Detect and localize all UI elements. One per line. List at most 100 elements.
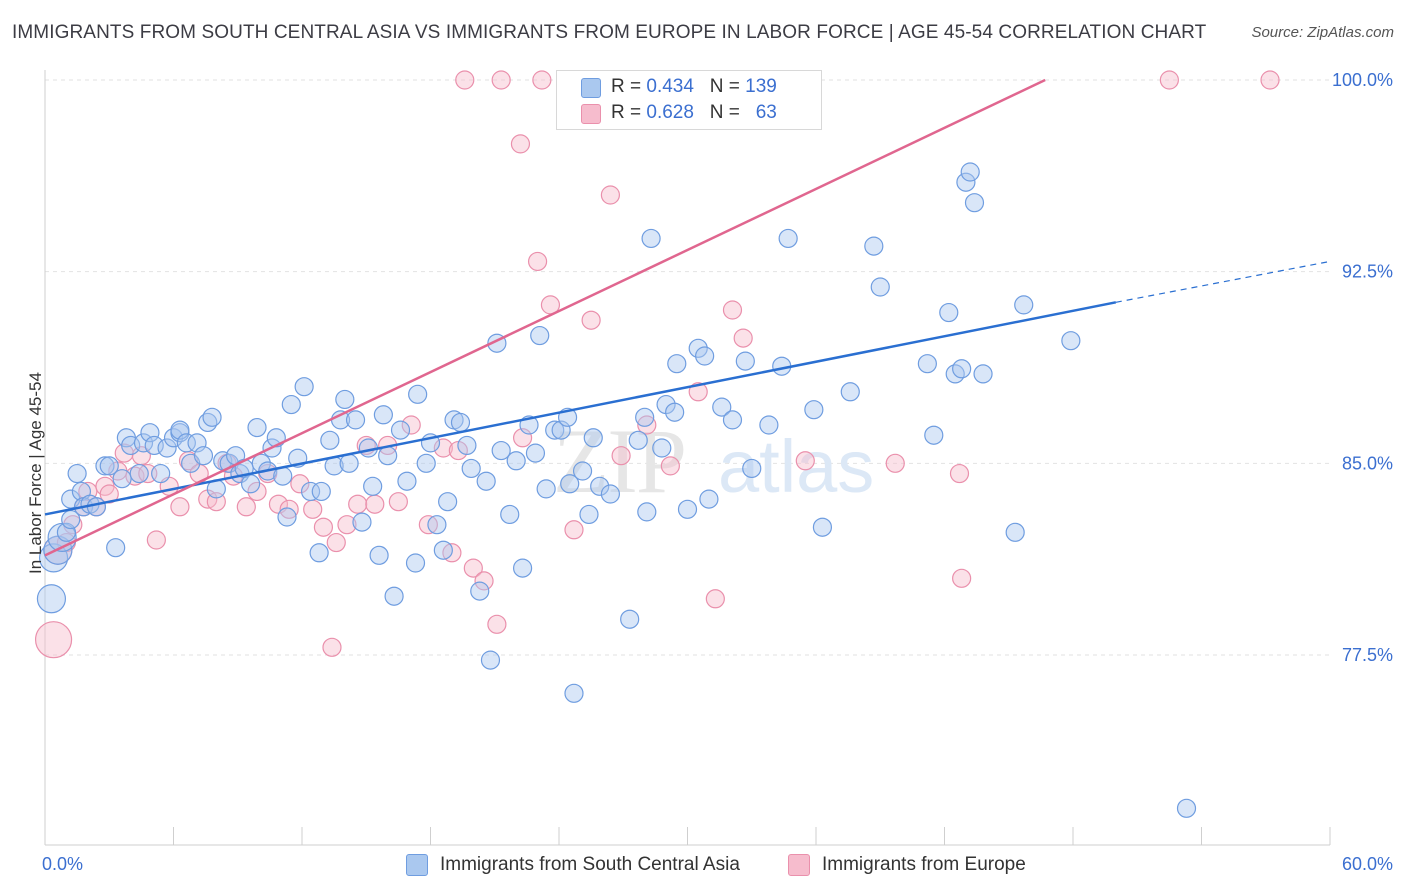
point-south-central-asia (964, 193, 985, 213)
r-value: 0.628 (646, 102, 694, 123)
blue-swatch (581, 78, 601, 98)
point-south-central-asia (564, 683, 584, 703)
point-south-central-asia (433, 540, 453, 560)
point-south-central-asia (56, 522, 77, 542)
point-south-central-asia (311, 481, 331, 502)
point-south-central-asia (699, 489, 719, 509)
point-europe (581, 310, 601, 330)
point-europe (510, 134, 531, 154)
point-europe (491, 70, 511, 90)
point-south-central-asia (500, 504, 520, 525)
point-south-central-asia (345, 410, 366, 430)
point-south-central-asia (300, 481, 321, 502)
y-tick-label: 92.5% (1342, 262, 1393, 282)
point-south-central-asia (36, 584, 67, 614)
y-tick-label: 85.0% (1342, 453, 1393, 473)
point-south-central-asia (530, 325, 550, 346)
point-south-central-asia (583, 428, 603, 448)
point-south-central-asia (378, 446, 398, 466)
point-europe (365, 494, 385, 514)
point-europe (1260, 70, 1280, 90)
point-south-central-asia (590, 476, 610, 496)
point-south-central-asia (652, 438, 672, 458)
point-europe (564, 520, 584, 540)
point-south-central-asia (67, 463, 87, 484)
trendline-europe (44, 78, 1046, 557)
point-south-central-asia (864, 236, 884, 256)
point-europe (952, 568, 972, 588)
point-south-central-asia (620, 609, 640, 629)
point-south-central-asia (95, 456, 115, 476)
point-south-central-asia (352, 512, 372, 532)
point-europe (433, 438, 453, 458)
point-europe (313, 517, 334, 537)
point-europe (455, 70, 475, 90)
y-axis-label: In Labor Force | Age 45-54 (26, 372, 45, 574)
point-south-central-asia (384, 586, 404, 606)
point-south-central-asia (112, 469, 132, 489)
point-south-central-asia (427, 515, 447, 535)
x-tick-label: 0.0% (42, 854, 83, 874)
point-europe (705, 589, 725, 609)
point-south-central-asia (99, 456, 119, 476)
point-south-central-asia (129, 463, 149, 484)
point-south-central-asia (309, 543, 329, 563)
point-europe (1159, 70, 1179, 90)
point-south-central-asia (735, 351, 755, 371)
source-credit: Source: ZipAtlas.com (1251, 24, 1394, 41)
point-south-central-asia (641, 228, 661, 249)
point-south-central-asia (363, 476, 383, 496)
point-europe (600, 185, 621, 205)
point-south-central-asia (560, 474, 580, 494)
trendline-south-central-asia (44, 301, 1117, 516)
point-europe (236, 497, 256, 517)
legend-item-south-central-asia[interactable]: Immigrants from South Central Asia (406, 852, 740, 878)
point-south-central-asia (1005, 522, 1025, 542)
point-south-central-asia (461, 458, 481, 479)
legend-item-europe[interactable]: Immigrants from Europe (788, 852, 1026, 878)
point-south-central-asia (579, 504, 599, 525)
point-south-central-asia (870, 277, 890, 297)
point-south-central-asia (450, 412, 471, 433)
blue-swatch (406, 854, 428, 876)
point-south-central-asia (480, 650, 501, 670)
point-south-central-asia (536, 479, 556, 499)
point-south-central-asia (635, 407, 655, 427)
point-europe (660, 456, 680, 476)
point-europe (463, 558, 483, 578)
point-south-central-asia (176, 433, 196, 453)
point-south-central-asia (695, 346, 715, 366)
point-europe (326, 532, 346, 553)
point-south-central-asia (600, 484, 621, 504)
point-south-central-asia (193, 446, 214, 466)
point-south-central-asia (281, 394, 301, 415)
point-europe (527, 251, 548, 272)
point-europe (487, 614, 507, 634)
pink-swatch (788, 854, 810, 876)
point-south-central-asia (241, 474, 261, 494)
point-south-central-asia (470, 581, 490, 601)
point-south-central-asia (778, 228, 798, 249)
point-south-central-asia (457, 435, 477, 456)
point-south-central-asia (722, 410, 743, 430)
point-europe (637, 415, 657, 435)
trendline-extension (1115, 260, 1331, 303)
legend-label: Immigrants from South Central Asia (440, 854, 740, 875)
point-south-central-asia (106, 538, 126, 558)
point-south-central-asia (151, 463, 171, 484)
point-south-central-asia (247, 417, 267, 438)
watermark-atlas: atlas (718, 425, 874, 508)
point-south-central-asia (491, 440, 511, 461)
point-europe (388, 492, 408, 512)
r-label: R = (611, 76, 642, 97)
point-europe (688, 382, 708, 402)
y-tick-label: 100.0% (1332, 70, 1393, 90)
point-south-central-asia (390, 420, 411, 440)
point-south-central-asia (405, 553, 426, 573)
point-south-central-asia (628, 430, 648, 450)
point-south-central-asia (157, 438, 177, 458)
point-south-central-asia (812, 517, 833, 537)
point-south-central-asia (759, 415, 779, 435)
point-south-central-asia (637, 502, 657, 522)
